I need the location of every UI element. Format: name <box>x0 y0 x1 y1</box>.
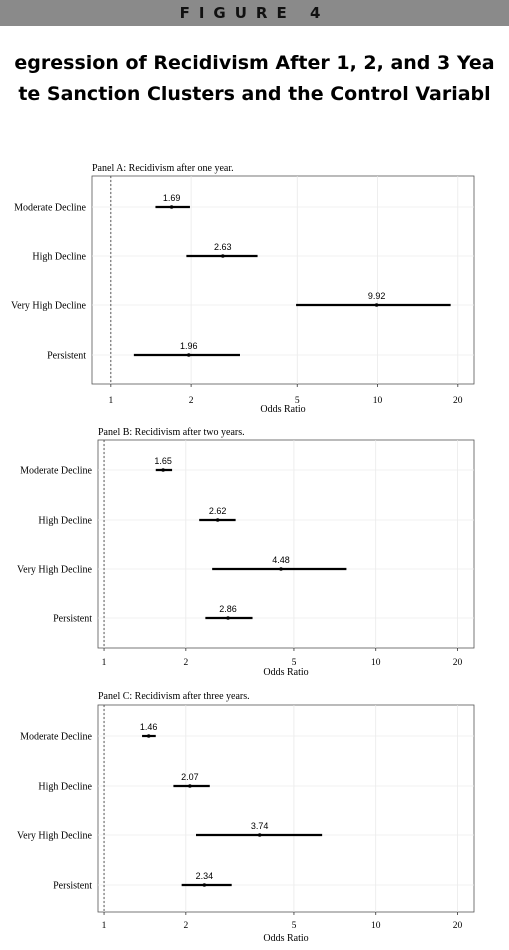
panel-frame <box>97 704 475 913</box>
panel-title: Panel A: Recidivism after one year. <box>92 163 234 174</box>
category-label: Moderate Decline <box>20 466 92 477</box>
odds-ratio-value-label: 2.86 <box>219 604 237 614</box>
x-tick-label: 1 <box>102 658 107 668</box>
panel-title: Panel B: Recidivism after two years. <box>98 427 245 438</box>
x-axis-label: Odds Ratio <box>263 667 308 678</box>
odds-ratio-point <box>169 205 174 209</box>
odds-ratio-value-label: 1.46 <box>140 722 158 732</box>
x-tick-label: 5 <box>292 658 297 668</box>
odds-ratio-value-label: 2.34 <box>196 871 214 881</box>
odds-ratio-point <box>215 518 220 522</box>
x-tick-label: 10 <box>373 396 383 406</box>
odds-ratio-value-label: 4.48 <box>272 555 290 565</box>
figure-title-line-2: te Sanction Clusters and the Control Var… <box>18 83 491 105</box>
x-tick-label: 1 <box>102 921 107 931</box>
category-label: Very High Decline <box>17 565 93 576</box>
category-label: Moderate Decline <box>20 732 92 743</box>
odds-ratio-point <box>202 883 207 887</box>
odds-ratio-point <box>186 353 191 357</box>
odds-ratio-point <box>374 303 379 307</box>
x-tick-label: 5 <box>295 396 300 406</box>
odds-ratio-value-label: 1.96 <box>180 341 198 351</box>
odds-ratio-point <box>226 616 230 620</box>
x-tick-label: 1 <box>108 396 113 406</box>
odds-ratio-point <box>188 784 192 788</box>
category-label: Persistent <box>53 614 92 625</box>
odds-ratio-point <box>257 833 262 837</box>
category-label: Persistent <box>53 881 92 892</box>
odds-ratio-point <box>146 734 151 738</box>
x-tick-label: 20 <box>453 396 463 406</box>
x-tick-label: 2 <box>183 658 188 668</box>
x-tick-label: 10 <box>371 921 381 931</box>
category-label: High Decline <box>38 516 92 527</box>
figure-banner: FIGURE 4 <box>0 0 509 26</box>
x-axis-label: Odds Ratio <box>263 933 308 944</box>
x-tick-label: 20 <box>453 921 463 931</box>
panel-title: Panel C: Recidivism after three years. <box>98 691 250 702</box>
panel-frame <box>97 439 475 649</box>
x-tick-label: 20 <box>453 658 463 668</box>
odds-ratio-point <box>161 468 165 472</box>
x-tick-label: 10 <box>371 658 381 668</box>
odds-ratio-value-label: 2.07 <box>181 772 199 782</box>
odds-ratio-point <box>221 254 225 258</box>
x-tick-label: 2 <box>189 396 194 406</box>
category-label: Very High Decline <box>11 301 87 312</box>
odds-ratio-value-label: 1.65 <box>154 456 172 466</box>
odds-ratio-value-label: 3.74 <box>251 821 269 831</box>
odds-ratio-value-label: 2.63 <box>214 242 232 252</box>
x-tick-label: 5 <box>292 921 297 931</box>
figure-title-line-1: egression of Recidivism After 1, 2, and … <box>14 52 495 74</box>
panel-frame <box>91 175 475 385</box>
odds-ratio-point <box>279 567 283 571</box>
category-label: High Decline <box>38 782 92 793</box>
category-label: Very High Decline <box>17 831 93 842</box>
odds-ratio-value-label: 1.69 <box>163 193 181 203</box>
category-label: Persistent <box>47 351 86 362</box>
x-axis-label: Odds Ratio <box>260 404 305 415</box>
category-label: High Decline <box>32 252 86 263</box>
category-label: Moderate Decline <box>14 203 86 214</box>
odds-ratio-value-label: 2.62 <box>209 506 227 516</box>
x-tick-label: 2 <box>183 921 188 931</box>
odds-ratio-value-label: 9.92 <box>368 291 386 301</box>
